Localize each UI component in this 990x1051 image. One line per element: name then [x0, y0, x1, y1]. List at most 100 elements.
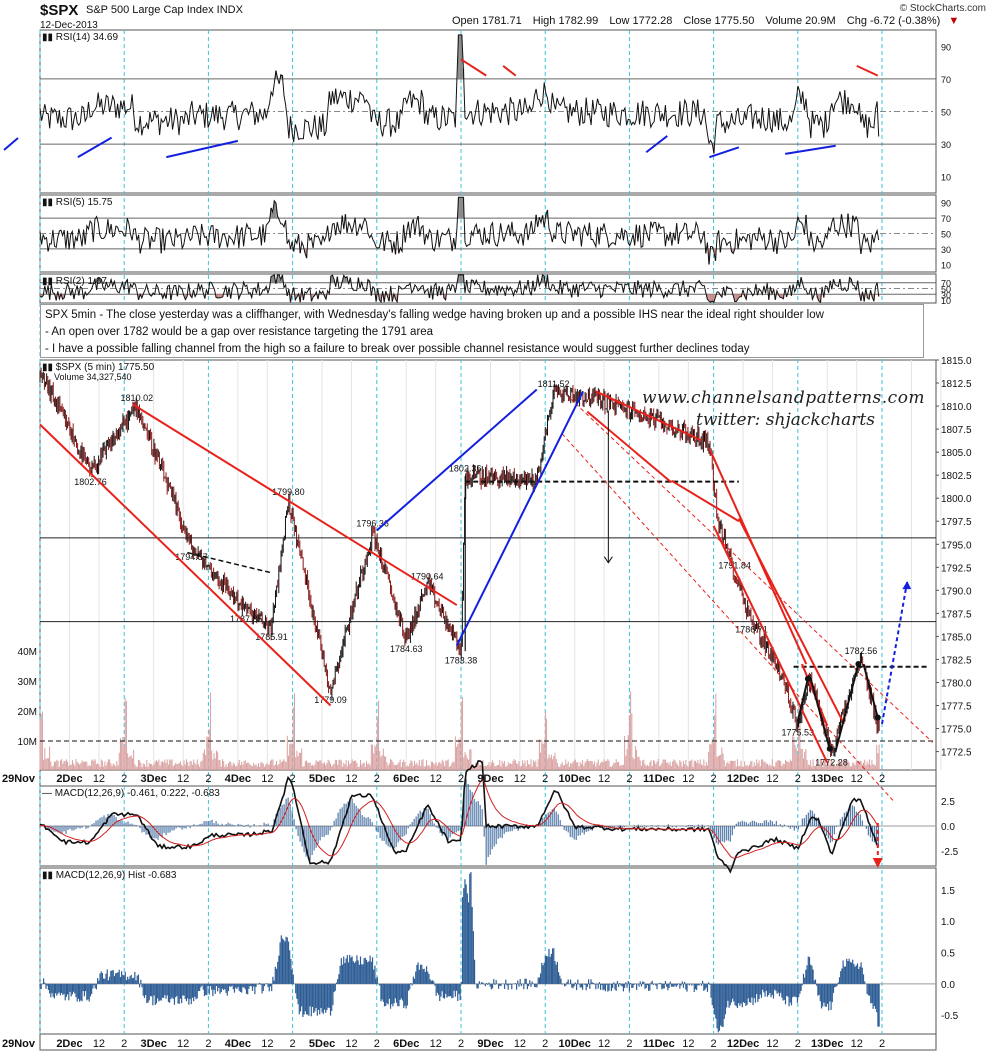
rsi-arrow-red	[856, 64, 879, 77]
price-title: ▮▮ $SPX (5 min) 1775.50	[42, 362, 155, 373]
x-tick-label: 6Dec	[393, 1038, 419, 1050]
rsi-arrow-blue	[77, 136, 113, 159]
x-tick-label: 29Nov	[2, 1038, 36, 1050]
x-tick-label: 12	[851, 1038, 863, 1050]
volume-tick-label: 20M	[18, 707, 37, 718]
y-tick-label: 1772.5	[941, 748, 972, 759]
x-tick-label: 12	[261, 1038, 273, 1050]
arrow-head-icon	[804, 675, 811, 682]
y-tick-label: 1802.5	[941, 471, 972, 482]
close-value: Close 1775.50	[683, 15, 755, 27]
channel-dashed-red	[570, 398, 933, 743]
x-tick-label: 2Dec	[56, 1038, 82, 1050]
trendline-red	[712, 525, 829, 764]
trendline-red	[670, 479, 740, 523]
rsi-title-rsi2: ▮▮ RSI(2) 1.67	[42, 276, 107, 287]
y-tick-label: 10	[941, 296, 951, 306]
y-tick-label: 1812.5	[941, 379, 972, 390]
x-tick-label: 2	[290, 773, 296, 785]
x-tick-label: 3Dec	[141, 773, 167, 785]
hist-title: ▮▮ MACD(12,26,9) Hist -0.683	[42, 870, 177, 881]
y-tick-label: 50	[941, 230, 951, 240]
index-name: S&P 500 Large Cap Index INDX	[86, 4, 243, 16]
y-tick-label: 1792.5	[941, 563, 972, 574]
pivot-label: 1775.53	[782, 728, 815, 738]
x-tick-label: 12	[430, 773, 442, 785]
up-arrow-icon	[902, 581, 912, 590]
x-tick-label: 11Dec	[643, 1038, 675, 1050]
x-tick-label: 2	[626, 1038, 632, 1050]
x-tick-label: 3Dec	[141, 1038, 167, 1050]
x-tick-label: 12	[598, 1038, 610, 1050]
pivot-label: 1772.28	[815, 758, 848, 768]
x-tick-label: 2	[121, 1038, 127, 1050]
x-tick-label: 12	[345, 1038, 357, 1050]
pivot-label: 1796.36	[356, 519, 389, 529]
macd-line	[39, 760, 880, 874]
y-tick-label: 1795.0	[941, 540, 972, 551]
y-tick-label: 10	[941, 260, 951, 270]
y-tick-label: 1.0	[941, 917, 955, 928]
y-tick-label: 1785.0	[941, 632, 972, 643]
pivot-label: 1802.76	[74, 477, 107, 487]
rsi-title-rsi5: ▮▮ RSI(5) 15.75	[42, 197, 113, 208]
ihs-arrow	[862, 663, 879, 718]
rsi-arrow-red	[460, 58, 487, 77]
y-tick-label: 1815.0	[941, 356, 972, 367]
y-tick-label: 1797.5	[941, 517, 972, 528]
y-tick-label: 1800.0	[941, 494, 972, 505]
x-tick-label: 5Dec	[309, 1038, 335, 1050]
arrow-head-icon	[874, 714, 881, 721]
open-value: Open 1781.71	[452, 15, 522, 27]
x-tick-label: 13Dec	[811, 773, 843, 785]
y-tick-label: 0.5	[941, 949, 955, 960]
y-tick-label: 1807.5	[941, 425, 972, 436]
x-tick-label: 12	[766, 773, 778, 785]
pivot-label: 1784.63	[390, 644, 423, 654]
x-tick-label: 9Dec	[477, 1038, 503, 1050]
x-tick-label: 10Dec	[558, 773, 590, 785]
y-tick-label: 1782.5	[941, 655, 972, 666]
y-tick-label: 1777.5	[941, 702, 972, 713]
arrow-head-icon	[826, 745, 833, 752]
pivot-label: 1811.52	[538, 379, 570, 389]
y-tick-label: 30	[941, 290, 951, 300]
watermark-site: www.channelsandpatterns.com	[642, 388, 926, 408]
x-tick-label: 2	[711, 773, 717, 785]
pivot-label: 1787.85	[230, 614, 263, 624]
pivot-label: 1785.91	[255, 632, 288, 642]
y-tick-label: 1775.0	[941, 725, 972, 736]
x-tick-label: 4Dec	[225, 1038, 251, 1050]
pivot-label: 1790.64	[411, 571, 444, 581]
x-tick-label: 2	[374, 1038, 380, 1050]
pivot-label: 1799.80	[272, 487, 305, 497]
x-tick-label: 2	[711, 1038, 717, 1050]
high-value: High 1782.99	[532, 15, 599, 27]
y-tick-label: 10	[941, 173, 951, 183]
x-tick-label: 2	[205, 1038, 211, 1050]
x-tick-label: 2	[458, 773, 464, 785]
ihs-arrow	[834, 663, 860, 751]
y-tick-label: 30	[941, 245, 951, 255]
x-tick-label: 12	[345, 773, 357, 785]
rsi-arrow-blue	[785, 144, 836, 155]
y-tick-label: 50	[941, 285, 951, 295]
symbol-title: $SPX	[40, 2, 79, 19]
x-tick-label: 4Dec	[225, 773, 251, 785]
trendline-red	[39, 423, 332, 707]
annotation-line-3: - I have a possible falling channel from…	[45, 343, 750, 355]
copyright: © StockCharts.com	[899, 3, 986, 14]
x-tick-label: 13Dec	[811, 1038, 843, 1050]
macd-title: — MACD(12,26,9) -0.461, 0.222, -0.683	[42, 788, 220, 799]
y-tick-label: 0.0	[941, 822, 955, 833]
x-tick-label: 2	[458, 1038, 464, 1050]
x-tick-label: 12	[93, 773, 105, 785]
y-tick-label: 30	[941, 140, 951, 150]
rsi-arrow-red	[502, 65, 517, 77]
pivot-label: 1786.71	[735, 625, 768, 635]
x-tick-label: 10Dec	[558, 1038, 590, 1050]
x-tick-label: 2	[795, 773, 801, 785]
y-tick-label: 50	[941, 108, 951, 118]
y-tick-label: 70	[941, 214, 951, 224]
